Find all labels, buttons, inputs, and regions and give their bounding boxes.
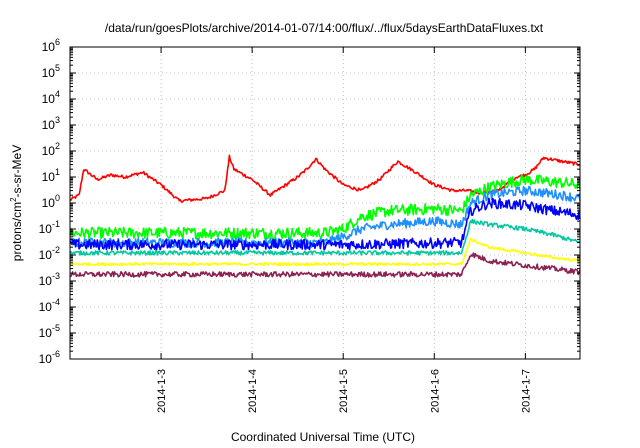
y-tick-label: 103 bbox=[42, 115, 60, 132]
chart-title: /data/run/goesPlots/archive/2014-01-07/1… bbox=[105, 21, 544, 35]
series-line-2 bbox=[69, 174, 581, 240]
series-line-3 bbox=[69, 185, 581, 249]
y-tick-base: 10 bbox=[39, 248, 53, 262]
y-tick-label: 10-4 bbox=[39, 297, 60, 314]
y-tick-label: 101 bbox=[42, 167, 60, 184]
y-tick-base: 10 bbox=[42, 196, 56, 210]
y-tick-base: 10 bbox=[42, 170, 56, 184]
y-tick-exponent: 4 bbox=[55, 89, 60, 99]
y-tick-label: 100 bbox=[42, 193, 60, 210]
y-tick-base: 10 bbox=[39, 326, 53, 340]
grid-lines bbox=[70, 47, 580, 359]
y-tick-exponent: 5 bbox=[55, 63, 60, 73]
y-tick-label: 105 bbox=[42, 63, 60, 80]
series-line-6 bbox=[69, 237, 581, 267]
y-tick-exponent: -1 bbox=[52, 219, 60, 229]
x-tick-label: 2014-1-4 bbox=[247, 369, 259, 413]
y-tick-label: 102 bbox=[42, 141, 60, 158]
x-axis-label: Coordinated Universal Time (UTC) bbox=[231, 430, 415, 444]
y-axis-label-main: protons/cm bbox=[10, 202, 24, 261]
y-tick-exponent: -3 bbox=[52, 271, 60, 281]
y-tick-base: 10 bbox=[42, 118, 56, 132]
series-line-5 bbox=[69, 218, 581, 256]
x-ticks: 2014-1-3 2014-1-4 2014-1-5 2014-1-6 2014-1-7 bbox=[156, 47, 532, 413]
y-tick-exponent: -4 bbox=[52, 297, 60, 307]
y-tick-label: 10-3 bbox=[39, 271, 60, 288]
y-tick-exponent: 1 bbox=[55, 167, 60, 177]
y-tick-base: 10 bbox=[39, 274, 53, 288]
y-axis-label: protons/cm2-s-sr-MeV bbox=[9, 145, 24, 261]
y-tick-base: 10 bbox=[42, 66, 56, 80]
y-tick-base: 10 bbox=[42, 40, 56, 54]
series-line-4 bbox=[69, 197, 581, 251]
y-tick-label: 104 bbox=[42, 89, 60, 106]
x-tick-label: 2014-1-7 bbox=[520, 369, 532, 413]
y-tick-exponent: 3 bbox=[55, 115, 60, 125]
y-tick-label: 10-1 bbox=[39, 219, 60, 236]
y-tick-exponent: -6 bbox=[52, 349, 60, 359]
y-tick-exponent: 2 bbox=[55, 141, 60, 151]
y-tick-base: 10 bbox=[39, 300, 53, 314]
y-ticks: 10-610-510-410-310-210-11001011021031041… bbox=[39, 37, 580, 366]
y-tick-exponent: 0 bbox=[55, 193, 60, 203]
y-tick-label: 10-6 bbox=[39, 349, 60, 366]
y-tick-base: 10 bbox=[42, 92, 56, 106]
y-tick-exponent: -2 bbox=[52, 245, 60, 255]
x-tick-label: 2014-1-6 bbox=[429, 369, 441, 413]
y-tick-exponent: -5 bbox=[52, 323, 60, 333]
y-axis-label-rest: -s-sr-MeV bbox=[10, 145, 24, 198]
x-tick-label: 2014-1-5 bbox=[338, 369, 350, 413]
y-tick-exponent: 6 bbox=[55, 37, 60, 47]
y-tick-label: 10-5 bbox=[39, 323, 60, 340]
y-tick-base: 10 bbox=[39, 222, 53, 236]
x-tick-label: 2014-1-3 bbox=[156, 369, 168, 413]
y-tick-base: 10 bbox=[39, 352, 53, 366]
y-axis-label-sup: 2 bbox=[9, 197, 18, 202]
y-tick-label: 10-2 bbox=[39, 245, 60, 262]
y-tick-base: 10 bbox=[42, 144, 56, 158]
y-tick-label: 106 bbox=[42, 37, 60, 54]
series-group bbox=[69, 154, 581, 278]
series-line-7 bbox=[70, 252, 581, 278]
